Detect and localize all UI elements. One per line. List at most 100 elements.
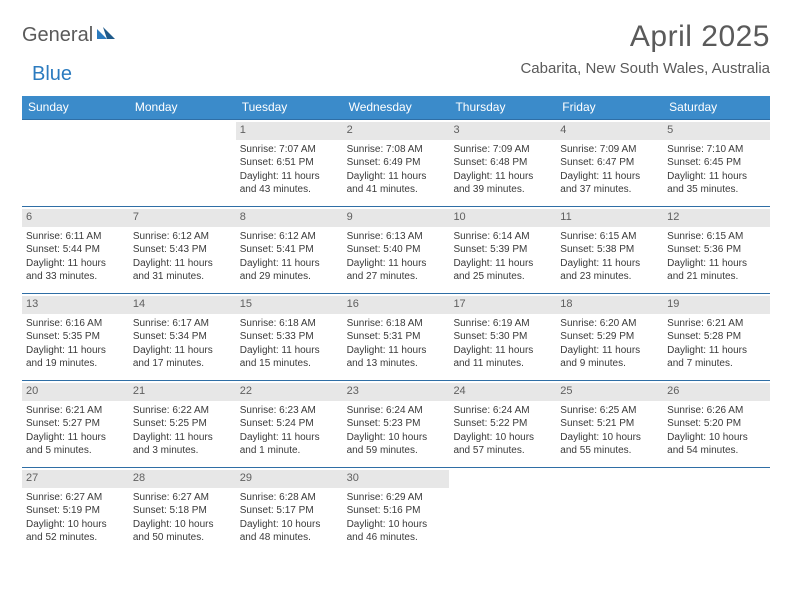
daylight-line: Daylight: 11 hours and 19 minutes. [26, 344, 125, 371]
day-number-band: 5 [663, 122, 770, 140]
sunrise-line: Sunrise: 6:13 AM [347, 230, 446, 244]
month-title: April 2025 [520, 20, 770, 54]
day-number-band: 27 [22, 470, 129, 488]
daylight-line: Daylight: 11 hours and 33 minutes. [26, 257, 125, 284]
day-header: Wednesday [343, 96, 450, 119]
day-number-band: 9 [343, 209, 450, 227]
day-number-band: 8 [236, 209, 343, 227]
sunset-line: Sunset: 5:22 PM [453, 417, 552, 431]
day-number: 1 [240, 124, 246, 136]
day-number: 30 [347, 472, 359, 484]
sunset-line: Sunset: 5:29 PM [560, 330, 659, 344]
daylight-line: Daylight: 11 hours and 25 minutes. [453, 257, 552, 284]
daylight-line: Daylight: 11 hours and 31 minutes. [133, 257, 232, 284]
sunset-line: Sunset: 5:43 PM [133, 243, 232, 257]
day-cell: 4Sunrise: 7:09 AMSunset: 6:47 PMDaylight… [556, 120, 663, 206]
day-cell: 22Sunrise: 6:23 AMSunset: 5:24 PMDayligh… [236, 381, 343, 467]
sunrise-line: Sunrise: 7:09 AM [560, 143, 659, 157]
day-cell: 7 Sunrise: 6:12 AMSunset: 5:43 PMDaylight… [129, 207, 236, 293]
day-number: 5 [667, 124, 673, 136]
sunset-line: Sunset: 5:34 PM [133, 330, 232, 344]
sunset-line: Sunset: 5:27 PM [26, 417, 125, 431]
day-cell [449, 468, 556, 554]
day-number-band: 10 [449, 209, 556, 227]
sunset-line: Sunset: 6:47 PM [560, 156, 659, 170]
day-cell [663, 468, 770, 554]
day-number: 29 [240, 472, 252, 484]
week-row: 1Sunrise: 7:07 AMSunset: 6:51 PMDaylight… [22, 119, 770, 206]
sunrise-line: Sunrise: 6:12 AM [240, 230, 339, 244]
sunset-line: Sunset: 5:28 PM [667, 330, 766, 344]
day-number-band: 26 [663, 383, 770, 401]
daylight-line: Daylight: 10 hours and 46 minutes. [347, 518, 446, 545]
day-number: 28 [133, 472, 145, 484]
day-cell: 1Sunrise: 7:07 AMSunset: 6:51 PMDaylight… [236, 120, 343, 206]
daylight-line: Daylight: 11 hours and 7 minutes. [667, 344, 766, 371]
sunrise-line: Sunrise: 6:25 AM [560, 404, 659, 418]
sunset-line: Sunset: 5:36 PM [667, 243, 766, 257]
day-number: 11 [560, 211, 571, 223]
sunrise-line: Sunrise: 6:14 AM [453, 230, 552, 244]
day-cell: 21Sunrise: 6:22 AMSunset: 5:25 PMDayligh… [129, 381, 236, 467]
sunset-line: Sunset: 5:17 PM [240, 504, 339, 518]
logo-word-2: Blue [32, 63, 72, 85]
sunrise-line: Sunrise: 6:24 AM [347, 404, 446, 418]
day-cell [556, 468, 663, 554]
header-right: April 2025 Cabarita, New South Wales, Au… [520, 20, 770, 77]
logo-word-1: General [22, 24, 93, 47]
day-number: 21 [133, 385, 145, 397]
daylight-line: Daylight: 10 hours and 52 minutes. [26, 518, 125, 545]
day-number-band: 17 [449, 296, 556, 314]
sunrise-line: Sunrise: 6:19 AM [453, 317, 552, 331]
daylight-line: Daylight: 11 hours and 13 minutes. [347, 344, 446, 371]
sunset-line: Sunset: 5:40 PM [347, 243, 446, 257]
day-header: Tuesday [236, 96, 343, 119]
sunset-line: Sunset: 5:16 PM [347, 504, 446, 518]
daylight-line: Daylight: 11 hours and 23 minutes. [560, 257, 659, 284]
daylight-line: Daylight: 10 hours and 55 minutes. [560, 431, 659, 458]
sunset-line: Sunset: 5:31 PM [347, 330, 446, 344]
day-cell: 19Sunrise: 6:21 AMSunset: 5:28 PMDayligh… [663, 294, 770, 380]
sunset-line: Sunset: 5:24 PM [240, 417, 339, 431]
sunrise-line: Sunrise: 6:12 AM [133, 230, 232, 244]
sunset-line: Sunset: 6:48 PM [453, 156, 552, 170]
day-header: Monday [129, 96, 236, 119]
day-number-band: 13 [22, 296, 129, 314]
daylight-line: Daylight: 11 hours and 41 minutes. [347, 170, 446, 197]
day-number-band: 24 [449, 383, 556, 401]
day-cell: 5Sunrise: 7:10 AMSunset: 6:45 PMDaylight… [663, 120, 770, 206]
sunrise-line: Sunrise: 6:29 AM [347, 491, 446, 505]
sunrise-line: Sunrise: 6:15 AM [560, 230, 659, 244]
location-label: Cabarita, New South Wales, Australia [520, 60, 770, 77]
sunrise-line: Sunrise: 7:09 AM [453, 143, 552, 157]
day-cell: 2Sunrise: 7:08 AMSunset: 6:49 PMDaylight… [343, 120, 450, 206]
daylight-line: Daylight: 11 hours and 35 minutes. [667, 170, 766, 197]
day-header: Thursday [449, 96, 556, 119]
day-number: 22 [240, 385, 252, 397]
day-number: 20 [26, 385, 38, 397]
day-number: 14 [133, 298, 145, 310]
day-number: 7 [133, 211, 139, 223]
sunset-line: Sunset: 5:18 PM [133, 504, 232, 518]
sunrise-line: Sunrise: 6:18 AM [240, 317, 339, 331]
day-number-band: 21 [129, 383, 236, 401]
sunset-line: Sunset: 5:21 PM [560, 417, 659, 431]
sunrise-line: Sunrise: 6:26 AM [667, 404, 766, 418]
day-number: 25 [560, 385, 572, 397]
sunrise-line: Sunrise: 6:16 AM [26, 317, 125, 331]
day-number: 2 [347, 124, 353, 136]
sunset-line: Sunset: 5:19 PM [26, 504, 125, 518]
day-number-band: 16 [343, 296, 450, 314]
day-cell: 29Sunrise: 6:28 AMSunset: 5:17 PMDayligh… [236, 468, 343, 554]
day-cell: 18Sunrise: 6:20 AMSunset: 5:29 PMDayligh… [556, 294, 663, 380]
sunrise-line: Sunrise: 7:10 AM [667, 143, 766, 157]
sunset-line: Sunset: 5:39 PM [453, 243, 552, 257]
sunset-line: Sunset: 5:33 PM [240, 330, 339, 344]
sunset-line: Sunset: 5:35 PM [26, 330, 125, 344]
sunrise-line: Sunrise: 6:24 AM [453, 404, 552, 418]
day-number-band: 29 [236, 470, 343, 488]
day-cell: 25 Sunrise: 6:25 AMSunset: 5:21 PMDayligh… [556, 381, 663, 467]
day-number-band: 4 [556, 122, 663, 140]
day-cell: 8Sunrise: 6:12 AMSunset: 5:41 PMDaylight… [236, 207, 343, 293]
sunset-line: Sunset: 6:49 PM [347, 156, 446, 170]
